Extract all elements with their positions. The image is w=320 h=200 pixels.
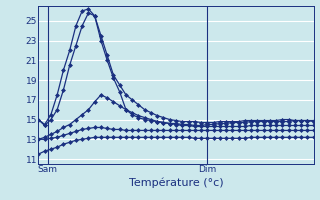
X-axis label: Température (°c): Température (°c) bbox=[129, 177, 223, 188]
